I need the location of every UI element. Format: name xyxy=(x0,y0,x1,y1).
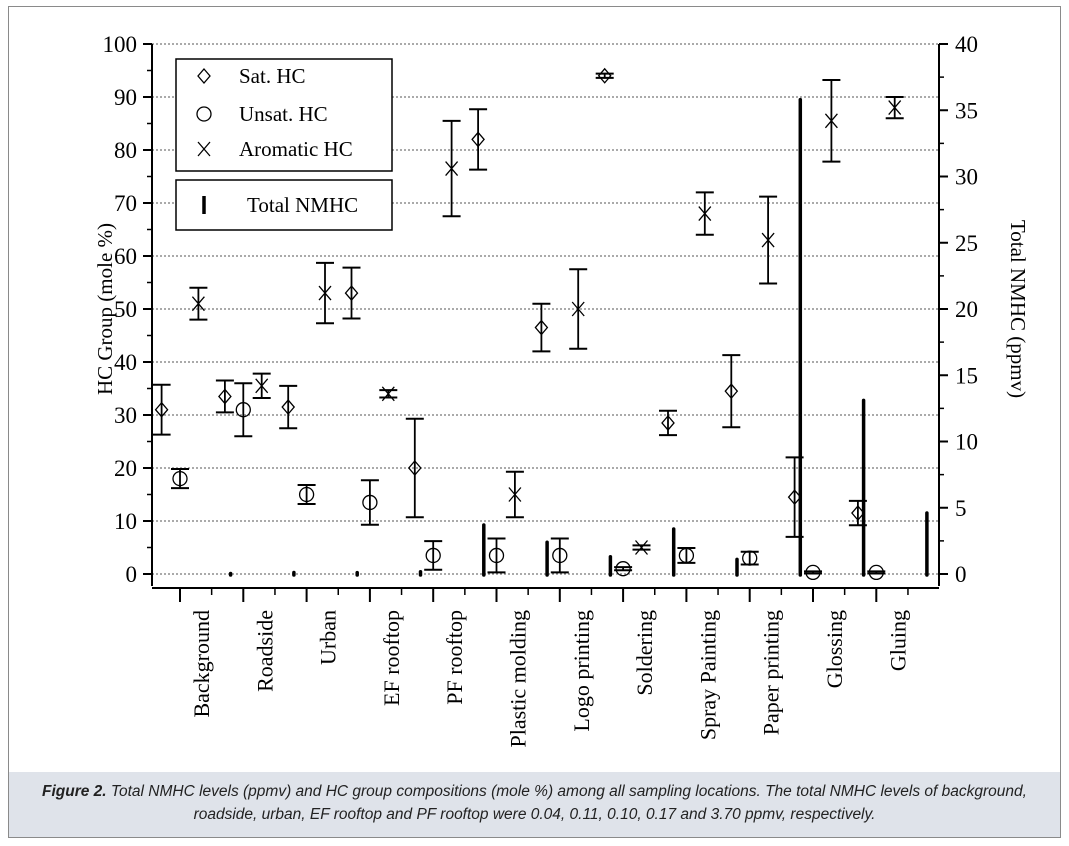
x-tick-label: PF rooftop xyxy=(442,610,467,705)
x-point xyxy=(761,232,775,248)
legend-x-symbol xyxy=(197,141,211,157)
diamond-point xyxy=(218,388,232,405)
x-tick-label: Paper printing xyxy=(759,610,784,735)
diamond-point xyxy=(154,401,169,418)
circle-point xyxy=(425,547,441,564)
y-tick-label: 10 xyxy=(114,509,137,534)
legend-diamond-symbol xyxy=(197,68,211,84)
circle-point xyxy=(235,402,251,418)
y2-tick-label: 35 xyxy=(955,98,978,123)
y2-tick-label: 10 xyxy=(955,430,978,455)
diamond-point xyxy=(661,414,675,431)
diamond-point xyxy=(724,383,739,400)
legend-circle-symbol xyxy=(196,106,212,122)
legend: Sat. HC Unsat. HC Aromatic HC Total NMHC xyxy=(175,58,393,231)
legend-box-hc xyxy=(175,58,393,172)
y2-tick-label: 25 xyxy=(955,231,978,256)
legend-label: Total NMHC xyxy=(247,193,358,217)
y2-axis-label: Total NMHC (ppmv) xyxy=(1006,220,1030,398)
y-tick-label: 40 xyxy=(114,350,137,375)
y-axis-label: HC Group (mole %) xyxy=(93,223,117,395)
legend-label: Aromatic HC xyxy=(239,137,353,161)
x-point xyxy=(508,487,522,502)
x-tick-label: Soldering xyxy=(632,610,657,696)
x-tick-label: Gluing xyxy=(885,610,910,671)
x-tick-label: Background xyxy=(189,610,214,718)
x-tick-label: Logo printing xyxy=(569,610,594,732)
y2-tick-label: 30 xyxy=(955,165,978,190)
circle-point xyxy=(172,470,188,487)
x-point xyxy=(888,100,902,116)
x-tick-label: Spray Painting xyxy=(695,610,720,740)
circle-point xyxy=(615,561,631,577)
circle-point xyxy=(298,486,315,503)
y2-tick-label: 20 xyxy=(955,297,978,322)
figure-caption: Figure 2. Total NMHC levels (ppmv) and H… xyxy=(19,780,1050,826)
y-tick-label: 50 xyxy=(114,297,137,322)
circle-point xyxy=(742,550,758,566)
y2-tick-label: 0 xyxy=(955,562,967,587)
x-tick-label: Urban xyxy=(316,610,341,665)
axes: 0 10 20 30 40 50 60 70 80 90 100 0 5 10 15 20 25 30 35 40 Ba… xyxy=(103,32,979,748)
x-tick-label: Glossing xyxy=(822,610,847,688)
x-point xyxy=(381,386,395,402)
y2-tick-label: 15 xyxy=(955,363,978,388)
legend-label: Sat. HC xyxy=(239,64,306,88)
circle-point xyxy=(362,494,378,511)
circle-point xyxy=(868,564,884,581)
legend-box-total xyxy=(175,179,393,231)
circle-point xyxy=(488,547,505,564)
figure-caption-label: Figure 2. xyxy=(42,783,107,800)
diamond-point xyxy=(471,131,485,148)
y2-tick-label: 40 xyxy=(955,32,978,57)
x-tick-label: EF rooftop xyxy=(379,610,404,706)
circle-point xyxy=(552,547,568,564)
y-tick-label: 80 xyxy=(114,138,137,163)
x-tick-label: Plastic molding xyxy=(506,610,531,748)
y-tick-label: 30 xyxy=(114,403,137,428)
y-tick-label: 60 xyxy=(114,244,137,269)
circle-point xyxy=(805,564,821,581)
diamond-point xyxy=(407,460,422,476)
x-point xyxy=(255,378,269,394)
y-tick-label: 0 xyxy=(126,562,138,587)
figure-caption-box: Figure 2. Total NMHC levels (ppmv) and H… xyxy=(9,772,1060,837)
diamond-point xyxy=(344,285,359,302)
nmhc-chart: 0 10 20 30 40 50 60 70 80 90 100 0 5 10 15 20 25 30 35 40 Ba… xyxy=(93,32,1030,748)
legend-label: Unsat. HC xyxy=(239,102,328,126)
data-marks xyxy=(152,67,929,581)
x-point xyxy=(445,161,459,176)
y-tick-label: 100 xyxy=(103,32,138,57)
x-point xyxy=(571,301,585,317)
diamond-point xyxy=(597,67,612,84)
y-tick-label: 90 xyxy=(114,85,137,110)
y2-tick-label: 5 xyxy=(955,496,967,521)
x-point xyxy=(191,296,205,312)
x-point xyxy=(635,540,648,555)
x-tick-label: Roadside xyxy=(252,610,277,692)
y-tick-label: 70 xyxy=(114,191,137,216)
figure-caption-text: Total NMHC levels (ppmv) and HC group co… xyxy=(106,783,1027,823)
y-tick-label: 20 xyxy=(114,456,137,481)
diamond-point xyxy=(534,319,549,336)
x-point xyxy=(824,113,838,129)
x-point xyxy=(698,206,712,222)
x-point xyxy=(318,285,332,301)
diamond-point xyxy=(281,399,296,416)
circle-point xyxy=(678,547,695,564)
